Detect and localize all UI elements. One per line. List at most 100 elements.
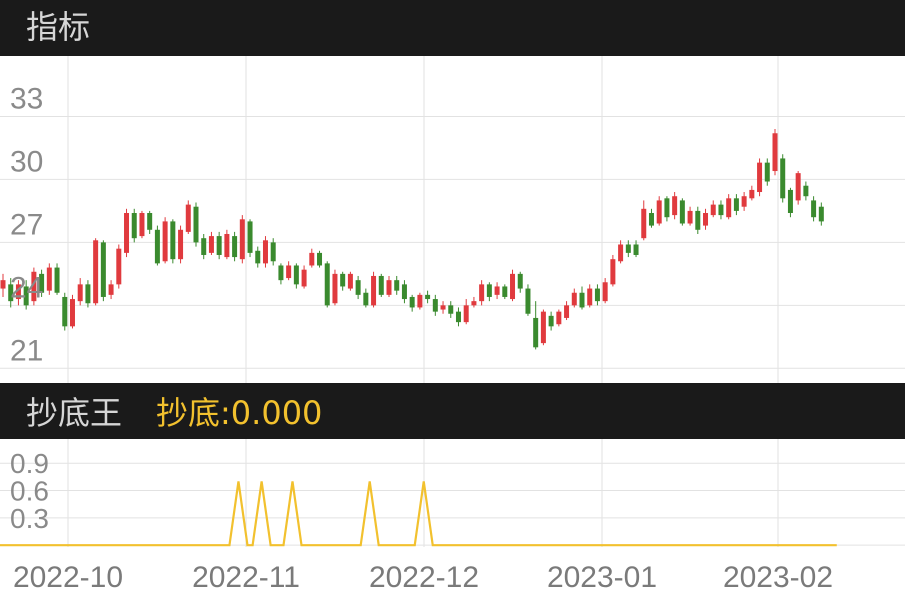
candle	[625, 240, 631, 258]
candle	[185, 200, 191, 234]
candle	[787, 187, 793, 218]
candle	[510, 269, 516, 302]
candle	[232, 231, 238, 262]
candle	[224, 229, 230, 260]
candle	[571, 288, 577, 308]
candle	[247, 219, 253, 258]
candle	[695, 206, 701, 234]
candle	[116, 244, 122, 289]
candle	[324, 261, 330, 308]
candle	[471, 296, 477, 308]
candle	[293, 263, 299, 289]
candle	[162, 217, 168, 264]
candle	[679, 198, 685, 226]
candle	[757, 158, 763, 197]
candle	[301, 265, 307, 289]
candle	[803, 181, 809, 201]
candle	[811, 196, 817, 222]
candle	[255, 246, 261, 268]
indicator-line	[0, 481, 837, 547]
candle	[332, 269, 338, 306]
y-tick-label: 27	[10, 208, 43, 241]
candle	[62, 292, 68, 331]
y-tick-label: 30	[10, 145, 43, 178]
candle	[741, 192, 747, 211]
candle	[764, 158, 770, 186]
candle	[0, 273, 6, 297]
candle	[100, 240, 106, 302]
candle	[772, 129, 778, 176]
header-bar: 指标	[0, 0, 905, 56]
candle	[131, 208, 137, 243]
y-tick-label: 33	[10, 82, 43, 115]
candle	[664, 196, 670, 222]
y-tick-label: 21	[10, 334, 43, 367]
candle	[818, 202, 824, 226]
candle	[201, 233, 207, 260]
candle	[618, 240, 624, 264]
candle	[386, 275, 392, 297]
candle	[208, 231, 214, 255]
candle	[278, 263, 284, 285]
candle	[556, 309, 562, 327]
candle	[718, 200, 724, 220]
candle	[795, 171, 801, 205]
candle	[463, 299, 469, 325]
candle	[31, 267, 37, 306]
candle	[8, 278, 14, 308]
candle	[440, 301, 446, 314]
candle	[656, 196, 662, 226]
y-tick-label: 0.6	[10, 476, 49, 507]
candle	[124, 208, 130, 258]
candle	[347, 271, 353, 291]
candle	[479, 280, 485, 306]
x-tick-label: 2023-01	[547, 561, 657, 594]
candle	[193, 202, 199, 247]
indicator-bar: 抄底王 抄底:0.000	[0, 383, 905, 439]
candle	[726, 194, 732, 220]
x-tick-label: 2022-10	[13, 561, 123, 594]
candle	[455, 307, 461, 327]
candle	[540, 309, 546, 346]
candle	[417, 292, 423, 310]
candle	[432, 294, 438, 316]
candle	[262, 236, 268, 268]
candle	[525, 284, 531, 316]
candle	[610, 254, 616, 287]
candle	[147, 210, 153, 234]
candle	[108, 280, 114, 300]
candle	[286, 261, 292, 281]
candle	[641, 200, 647, 241]
candle	[448, 301, 454, 318]
y-tick-label: 24	[10, 271, 43, 304]
candle	[733, 194, 739, 216]
candle	[494, 282, 500, 300]
y-tick-label: 0.9	[10, 448, 49, 479]
y-tick-label: 0.3	[10, 503, 49, 534]
candle	[486, 282, 492, 302]
candle	[579, 286, 585, 310]
indicator-name: 抄底王	[26, 394, 123, 432]
candle	[93, 238, 99, 306]
candle	[749, 185, 755, 201]
x-tick-label: 2022-11	[192, 561, 300, 594]
candle	[394, 275, 400, 295]
candle	[633, 240, 639, 258]
candle	[648, 208, 654, 228]
candle	[780, 154, 786, 203]
candle	[378, 273, 384, 297]
candle	[15, 280, 21, 306]
candle	[355, 275, 361, 300]
candle	[594, 284, 600, 306]
candle	[154, 225, 160, 266]
candle	[703, 208, 709, 230]
candle	[69, 294, 75, 329]
candle	[564, 301, 570, 321]
candle	[409, 294, 415, 312]
header-title: 指标	[26, 8, 91, 46]
indicator-chart: 0.90.60.3 2022-10 2022-11 2022-12 2023-01 202…	[0, 439, 905, 594]
candle	[216, 231, 222, 260]
candle	[371, 271, 377, 308]
candle	[363, 288, 369, 308]
candle	[710, 200, 716, 218]
